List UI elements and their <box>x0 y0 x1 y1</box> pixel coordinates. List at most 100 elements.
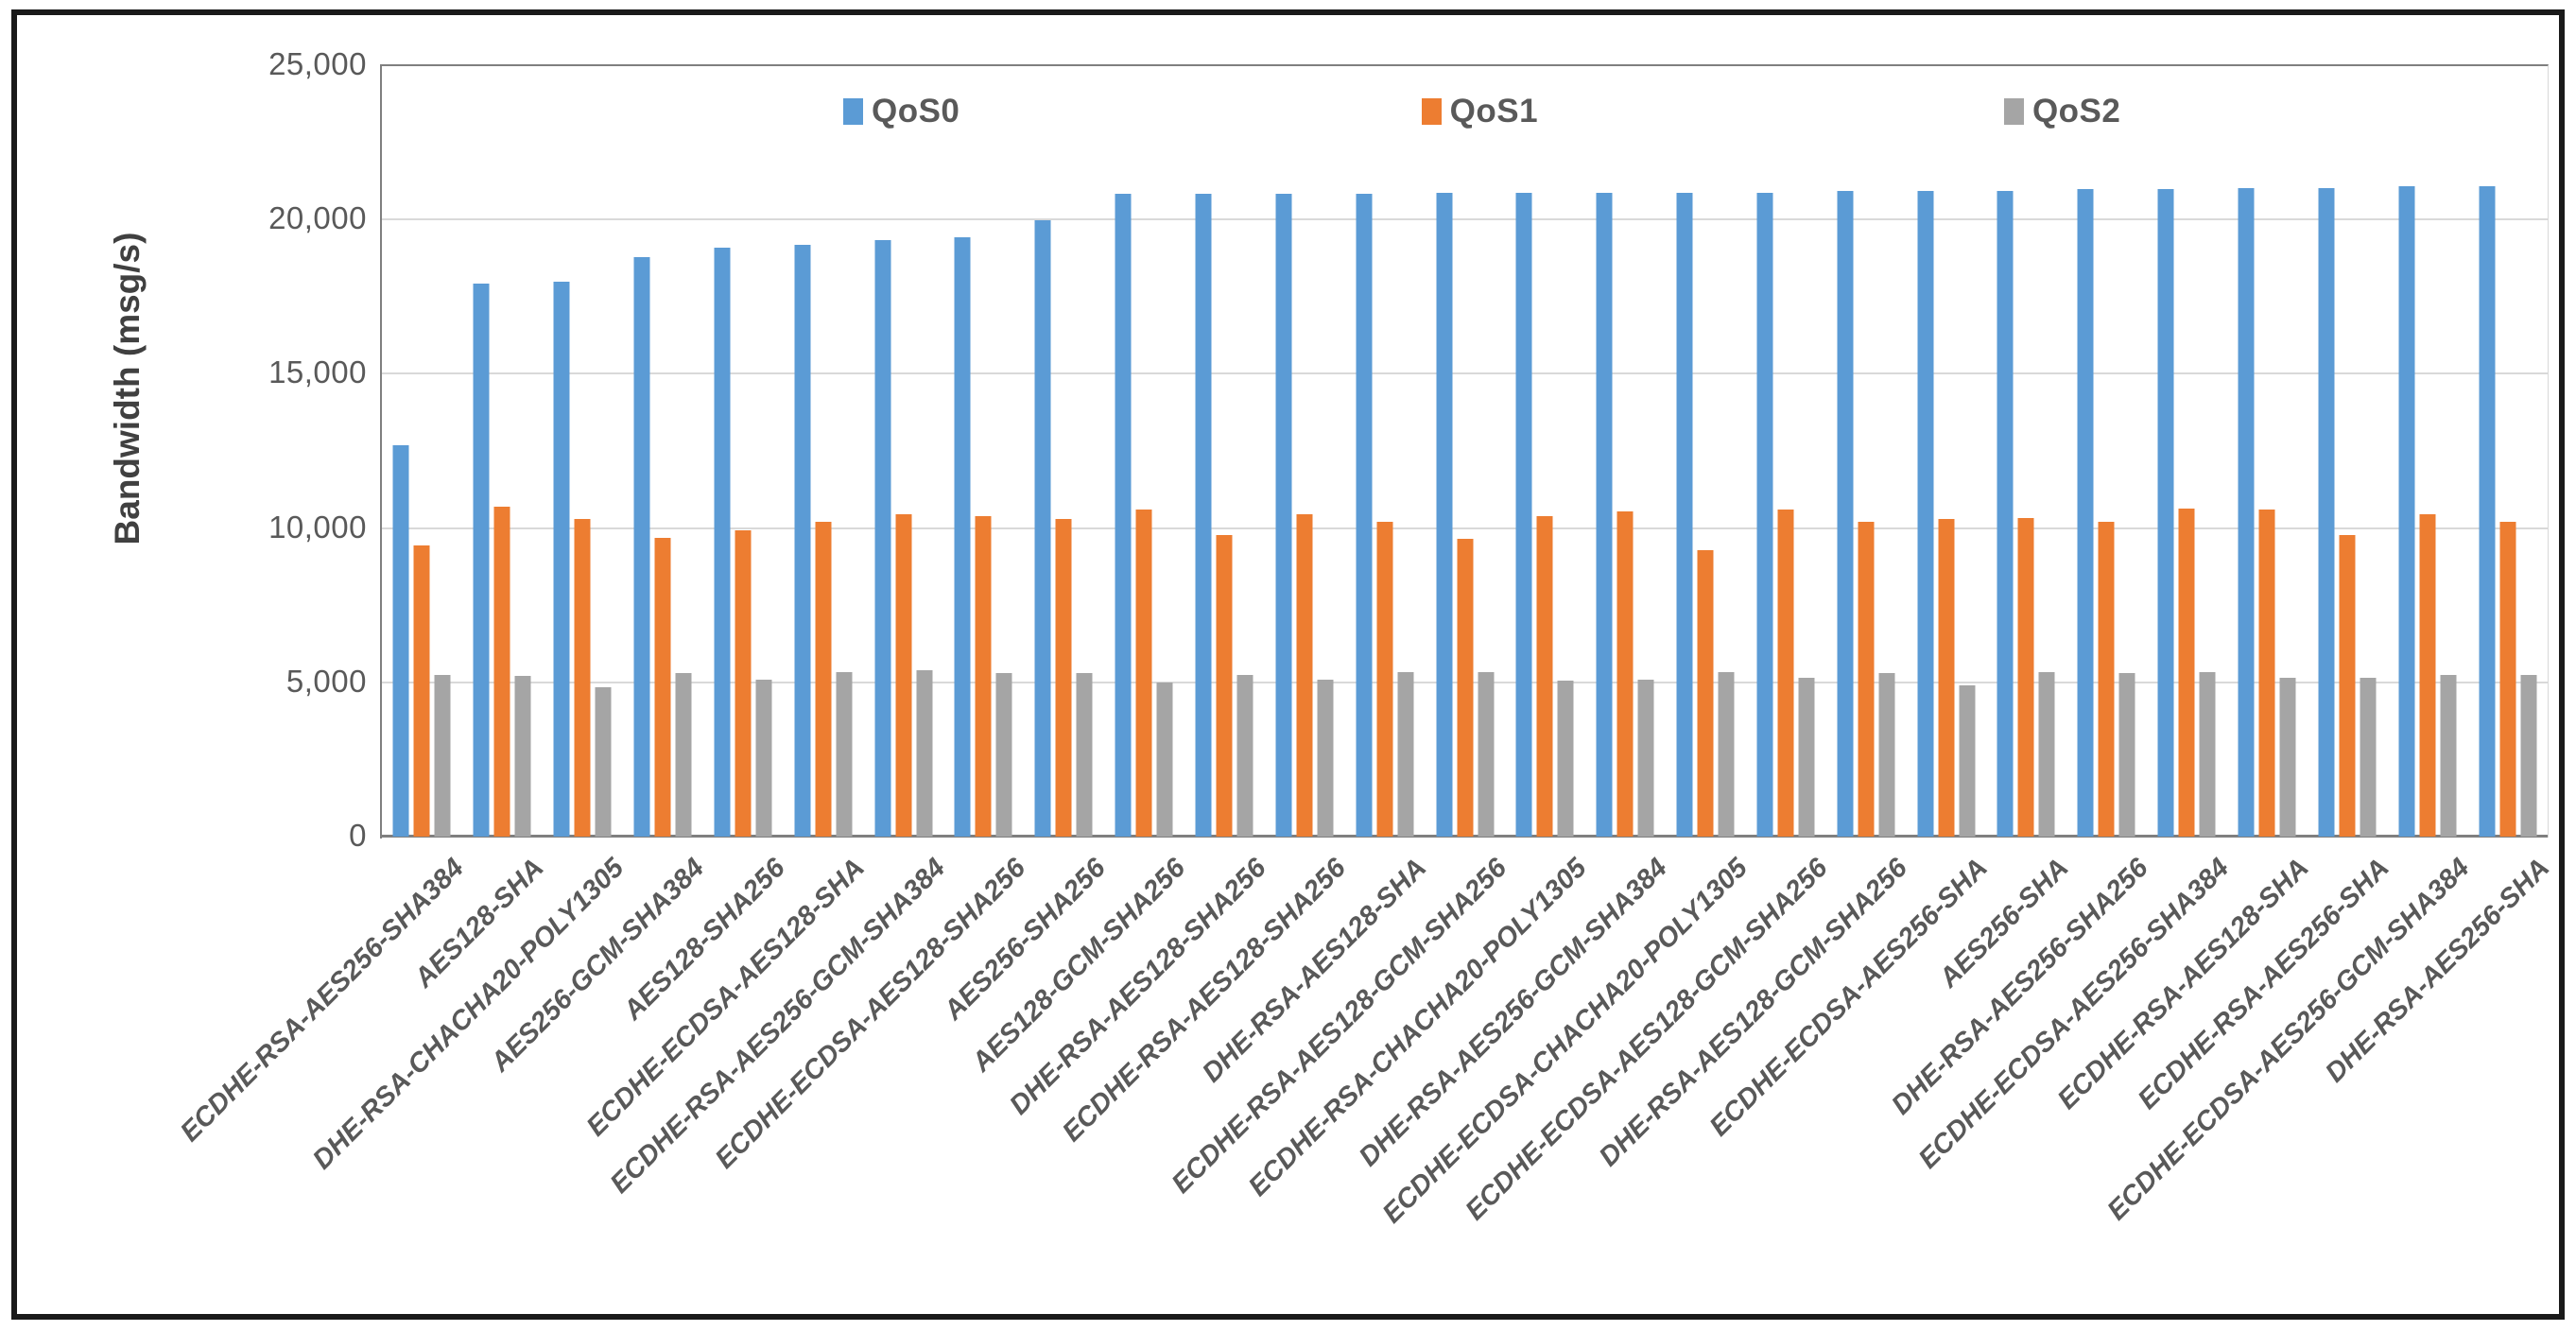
bar-qos1 <box>1135 510 1152 837</box>
bar-qos1 <box>895 514 912 837</box>
bar-qos2 <box>1317 679 1334 837</box>
gridline-15000 <box>382 372 2548 375</box>
bar-group <box>1195 66 1253 837</box>
y-tick-label: 15,000 <box>268 354 367 390</box>
legend-swatch-icon <box>1421 98 1442 125</box>
bar-group <box>1275 66 1334 837</box>
legend-swatch-icon <box>842 98 863 125</box>
bar-qos2 <box>1959 685 1976 837</box>
bar-qos2 <box>2440 674 2457 837</box>
bar-qos0 <box>553 282 570 837</box>
bar-qos1 <box>1697 549 1714 837</box>
bar-qos2 <box>1798 678 1815 837</box>
bar-qos1 <box>1296 514 1313 837</box>
bar-qos2 <box>1878 673 1895 837</box>
bar-qos1 <box>2017 517 2034 837</box>
bar-qos0 <box>794 245 811 837</box>
y-tick-label: 25,000 <box>268 46 367 81</box>
bar-group <box>633 66 692 837</box>
bar-qos0 <box>2238 187 2255 837</box>
bar-group <box>1997 66 2055 837</box>
bar-qos1 <box>1938 519 1955 837</box>
plot-area: QoS0 QoS1 QoS2 <box>382 64 2549 838</box>
bar-group <box>2318 66 2377 837</box>
bar-qos2 <box>755 679 772 837</box>
bar-qos2 <box>1156 683 1173 837</box>
bar-group <box>874 66 933 837</box>
bar-qos0 <box>2318 187 2335 837</box>
bar-qos1 <box>493 507 510 837</box>
bar-qos0 <box>1756 192 1773 837</box>
bar-qos0 <box>1195 194 1212 837</box>
bar-group <box>392 66 451 837</box>
bar-qos2 <box>434 674 451 837</box>
bar-qos0 <box>2077 189 2094 837</box>
bar-qos1 <box>1216 534 1233 837</box>
bar-qos1 <box>413 544 430 837</box>
bar-qos0 <box>1837 191 1854 837</box>
bar-qos0 <box>473 283 490 837</box>
bar-qos0 <box>1676 192 1693 837</box>
bar-qos2 <box>1076 673 1093 837</box>
bar-group <box>1596 66 1654 837</box>
bar-qos1 <box>735 529 752 837</box>
bar-qos1 <box>2499 522 2516 837</box>
bar-qos1 <box>2098 522 2115 837</box>
bar-qos1 <box>2178 508 2195 837</box>
bar-group <box>714 66 772 837</box>
bar-group <box>2398 66 2457 837</box>
bar-qos0 <box>2479 186 2496 837</box>
bar-group <box>1756 66 1815 837</box>
bar-qos2 <box>1637 679 1654 837</box>
bar-qos0 <box>1436 192 1452 837</box>
bar-qos2 <box>1478 671 1494 837</box>
bar-qos1 <box>1376 522 1393 837</box>
bar-qos2 <box>1397 671 1414 837</box>
bar-qos2 <box>675 673 692 837</box>
bar-qos1 <box>2339 534 2356 837</box>
bar-group <box>2157 66 2216 837</box>
bar-qos2 <box>514 676 531 837</box>
bar-qos1 <box>1536 515 1553 837</box>
y-tick-label: 5,000 <box>285 663 367 699</box>
bar-group <box>1515 66 1574 837</box>
legend-swatch-icon <box>2003 98 2024 125</box>
bar-qos0 <box>1997 191 2014 837</box>
bar-qos2 <box>595 686 612 837</box>
legend-label: QoS1 <box>1449 93 1539 130</box>
bar-group <box>954 66 1012 837</box>
y-tick-label: 10,000 <box>268 509 367 544</box>
bar-group <box>473 66 531 837</box>
bar-group <box>1436 66 1494 837</box>
legend-item-qos0: QoS0 <box>842 93 960 130</box>
bar-qos1 <box>975 515 992 837</box>
bar-qos0 <box>714 248 731 837</box>
bar-qos0 <box>954 236 971 837</box>
bar-qos2 <box>2118 673 2135 837</box>
y-tick-label: 20,000 <box>268 200 367 236</box>
bar-qos2 <box>2360 678 2377 837</box>
bar-group <box>794 66 853 837</box>
bar-qos1 <box>2419 514 2436 837</box>
bar-group <box>553 66 612 837</box>
bar-qos0 <box>1917 191 1934 837</box>
bar-qos0 <box>2398 186 2415 837</box>
bar-qos0 <box>1275 194 1292 837</box>
bar-qos1 <box>574 519 591 837</box>
bar-group <box>2238 66 2296 837</box>
gridline-20000 <box>382 218 2548 221</box>
bar-qos2 <box>2199 671 2216 837</box>
bar-group <box>1034 66 1093 837</box>
bar-qos2 <box>836 671 853 837</box>
bar-qos0 <box>1356 194 1373 837</box>
bar-qos2 <box>1557 681 1574 837</box>
bar-qos0 <box>1115 194 1132 837</box>
bar-qos1 <box>1858 522 1875 837</box>
bar-qos0 <box>1515 192 1532 837</box>
bar-qos2 <box>916 669 933 837</box>
gridline-10000 <box>382 527 2548 529</box>
bar-group <box>1356 66 1414 837</box>
legend-label: QoS2 <box>2031 93 2121 130</box>
y-axis-line <box>380 64 382 838</box>
bar-qos0 <box>2157 189 2174 837</box>
